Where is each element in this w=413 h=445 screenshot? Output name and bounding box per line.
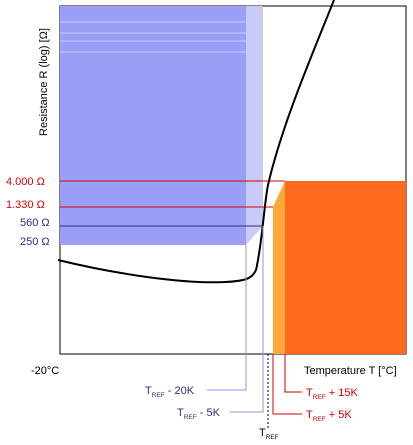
marker-label-tref-minus-5k: TREF - 5K (177, 407, 221, 421)
marker-label-tref-plus-5k: TREF + 5K (306, 409, 352, 423)
cold-margin-region (246, 6, 263, 226)
level-label-560: 560 Ω (20, 217, 50, 229)
x-axis-label: Temperature T [°C] (304, 365, 397, 377)
marker-label-tref-plus-15k: TREF + 15K (306, 387, 359, 401)
hot-margin-region (273, 181, 285, 354)
resistance-curve (57, 0, 335, 284)
y-axis-label: Resistance R (log) [Ω] (38, 28, 50, 136)
level-label-4000: 4.000 Ω (6, 176, 45, 188)
hot-region (285, 181, 406, 354)
marker-line-tref-minus-5k (230, 226, 264, 413)
cold-margin-slope (246, 226, 263, 245)
cold-grid-lines (60, 21, 246, 53)
marker-line-tref-plus-15k (284, 354, 302, 393)
marker-line-tref-plus-5k (272, 354, 302, 415)
marker-label-tref: TREF (259, 427, 279, 441)
level-label-1330: 1.330 Ω (6, 199, 45, 211)
cold-region (60, 6, 246, 245)
x-axis-start-label: -20°C (31, 365, 59, 377)
marker-line-tref-minus-20k (207, 245, 247, 391)
marker-label-tref-minus-20k: TREF - 20K (145, 385, 195, 399)
level-label-250: 250 Ω (20, 236, 50, 248)
